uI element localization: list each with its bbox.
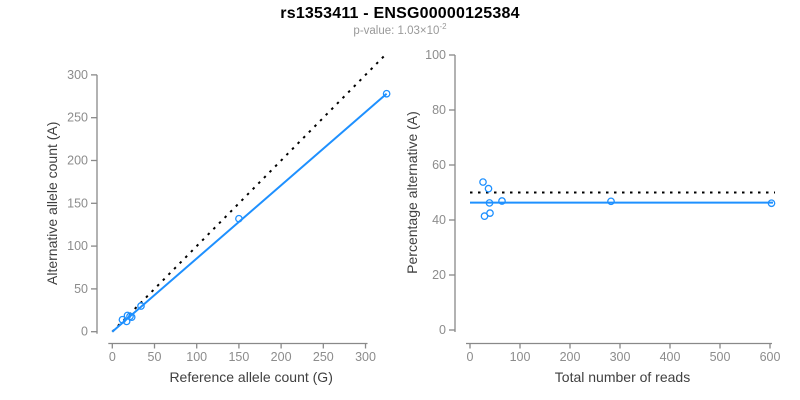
x-tick-label: 0 <box>109 350 116 364</box>
y-tick-label: 40 <box>432 213 446 227</box>
data-point <box>486 209 494 217</box>
y-tick-label: 20 <box>432 268 446 282</box>
pvalue-label: p-value: <box>353 25 398 37</box>
data-point <box>767 199 776 208</box>
y-tick-label: 50 <box>74 282 88 296</box>
data-point <box>118 315 127 324</box>
y-tick-label: 250 <box>67 111 88 125</box>
y-tick-label: 150 <box>67 196 88 210</box>
x-tick-label: 100 <box>510 350 531 364</box>
y-tick-label: 200 <box>67 153 88 167</box>
x-axis-title: Reference allele count (G) <box>169 369 332 385</box>
data-point <box>137 302 145 310</box>
y-tick-label: 60 <box>432 158 446 172</box>
x-tick-label: 250 <box>313 350 334 364</box>
x-tick-label: 100 <box>186 350 207 364</box>
data-point <box>498 197 506 205</box>
y-tick-label: 100 <box>425 48 446 62</box>
plot-subtitle: p-value: 1.03×10-2 <box>0 22 800 37</box>
data-point <box>607 197 615 206</box>
data-point <box>479 178 487 186</box>
x-tick-label: 400 <box>660 350 681 364</box>
data-point <box>484 184 493 193</box>
plot-title: rs1353411 - ENSG00000125384 <box>280 5 520 22</box>
data-point <box>485 199 494 207</box>
x-tick-label: 500 <box>710 350 731 364</box>
x-axis-title: Total number of reads <box>555 369 690 385</box>
x-tick-label: 200 <box>271 350 292 364</box>
y-tick-label: 300 <box>67 68 88 82</box>
y-tick-label: 0 <box>81 325 88 339</box>
y-tick-label: 80 <box>432 103 446 117</box>
identity-line <box>111 51 389 333</box>
left-plot: 0 50 100 150 200 250 300 Reference allele count… <box>44 51 391 385</box>
x-tick-label: 50 <box>148 350 162 364</box>
y-axis-title: Percentage alternative (A) <box>404 111 420 274</box>
pvalue-exponent: -2 <box>439 22 447 32</box>
pvalue-times-base: ×10 <box>419 25 440 37</box>
x-tick-label: 0 <box>467 350 474 364</box>
x-tick-label: 200 <box>560 350 581 364</box>
fit-line <box>111 92 388 333</box>
x-tick-label: 300 <box>355 350 376 364</box>
x-tick-label: 300 <box>610 350 631 364</box>
y-tick-label: 0 <box>439 323 446 337</box>
y-tick-label: 100 <box>67 239 88 253</box>
data-point <box>382 89 391 98</box>
data-point <box>235 214 243 223</box>
x-tick-label: 150 <box>228 350 249 364</box>
data-point <box>127 313 136 321</box>
x-tick-label: 600 <box>760 350 781 364</box>
y-axis-title: Alternative allele count (A) <box>44 122 60 285</box>
pvalue-mantissa: 1.03 <box>397 25 420 37</box>
